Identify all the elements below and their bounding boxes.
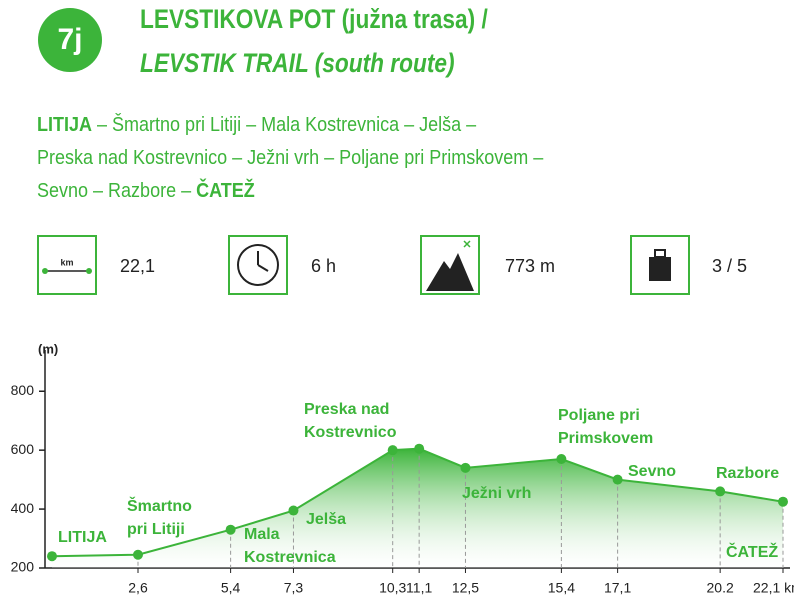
y-axis-label: (m): [38, 341, 58, 356]
route-line: LITIJA – Šmartno pri Litiji – Mala Kostr…: [37, 114, 476, 137]
y-tick-label: 400: [11, 500, 35, 516]
y-tick-label: 800: [11, 382, 35, 398]
point: [387, 445, 398, 456]
route-line: Preska nad Kostrevnico – Ježni vrh – Pol…: [37, 147, 543, 170]
stat-value: 6 h: [311, 256, 337, 276]
route-text: Preska nad Kostrevnico – Ježni vrh – Pol…: [37, 147, 544, 169]
stat-value: 773 m: [505, 256, 556, 276]
point-label: Poljane pri: [558, 407, 640, 424]
elevation-icon: [420, 235, 480, 295]
point: [414, 443, 425, 454]
stat-value: 22,1: [120, 256, 156, 276]
point-label: Preska nad: [304, 401, 389, 418]
point: [225, 524, 236, 535]
icon: [649, 249, 671, 281]
y-tick-label: 200: [11, 559, 35, 575]
point-label: pri Litiji: [127, 521, 185, 538]
title: LEVSTIKOVA POT (južna trasa) /: [140, 4, 488, 34]
point: [556, 454, 567, 464]
point: [133, 549, 143, 560]
point-label: Primskovem: [558, 430, 653, 447]
x-tick-label: 5,4: [221, 580, 241, 596]
route-text: LITIJA: [37, 114, 93, 136]
badge: 7j: [38, 8, 102, 72]
point: [715, 486, 726, 497]
point: [47, 551, 57, 562]
x-tick-label: 15,4: [548, 580, 575, 596]
x-tick-label: 11,1: [406, 580, 432, 596]
point-label: Razbore: [716, 465, 779, 482]
x-tick-label: 17,1: [604, 580, 631, 596]
x-tick-label: 10,3: [379, 580, 406, 596]
point-label: ČATEŽ: [726, 542, 778, 561]
x-tick-label: 12,5: [452, 580, 479, 596]
difficulty-icon: [630, 235, 690, 295]
x-tick-label: 7,3: [284, 580, 304, 596]
point: [612, 474, 623, 485]
point: [288, 505, 299, 516]
point-label: Kostrevnica: [244, 549, 336, 566]
point-label: Ježni vrh: [462, 485, 531, 502]
title: LEVSTIK TRAIL (south route): [140, 48, 455, 78]
route-text: Sevno – Razbore –: [37, 180, 197, 202]
x-tick-label: 20.2: [707, 580, 734, 596]
time-icon: [228, 235, 288, 295]
stat-value: 3 / 5: [712, 256, 748, 276]
y-tick-label: 600: [11, 441, 35, 457]
icon: km: [42, 257, 92, 274]
area-fill: [52, 448, 783, 568]
point-label: LITIJA: [58, 529, 107, 546]
point-label: Kostrevnico: [304, 424, 397, 441]
icon-label: km: [60, 257, 73, 267]
route-text: ČATEŽ: [196, 180, 255, 202]
icon: [426, 240, 474, 291]
point-label: Šmartno: [127, 496, 192, 515]
x-tick-label: 2,6: [128, 580, 148, 596]
route-text: – Šmartno pri Litiji – Mala Kostrevnica …: [92, 114, 477, 136]
point-label: Sevno: [628, 463, 676, 480]
point: [778, 496, 788, 507]
route-line: Sevno – Razbore – ČATEŽ: [37, 180, 255, 203]
x-tick-label: 22,1 km: [753, 580, 794, 596]
distance-icon: km: [37, 235, 97, 295]
point: [460, 462, 471, 473]
point-label: Mala: [244, 526, 280, 543]
point-label: Jelša: [306, 511, 346, 528]
icon: [237, 244, 279, 286]
